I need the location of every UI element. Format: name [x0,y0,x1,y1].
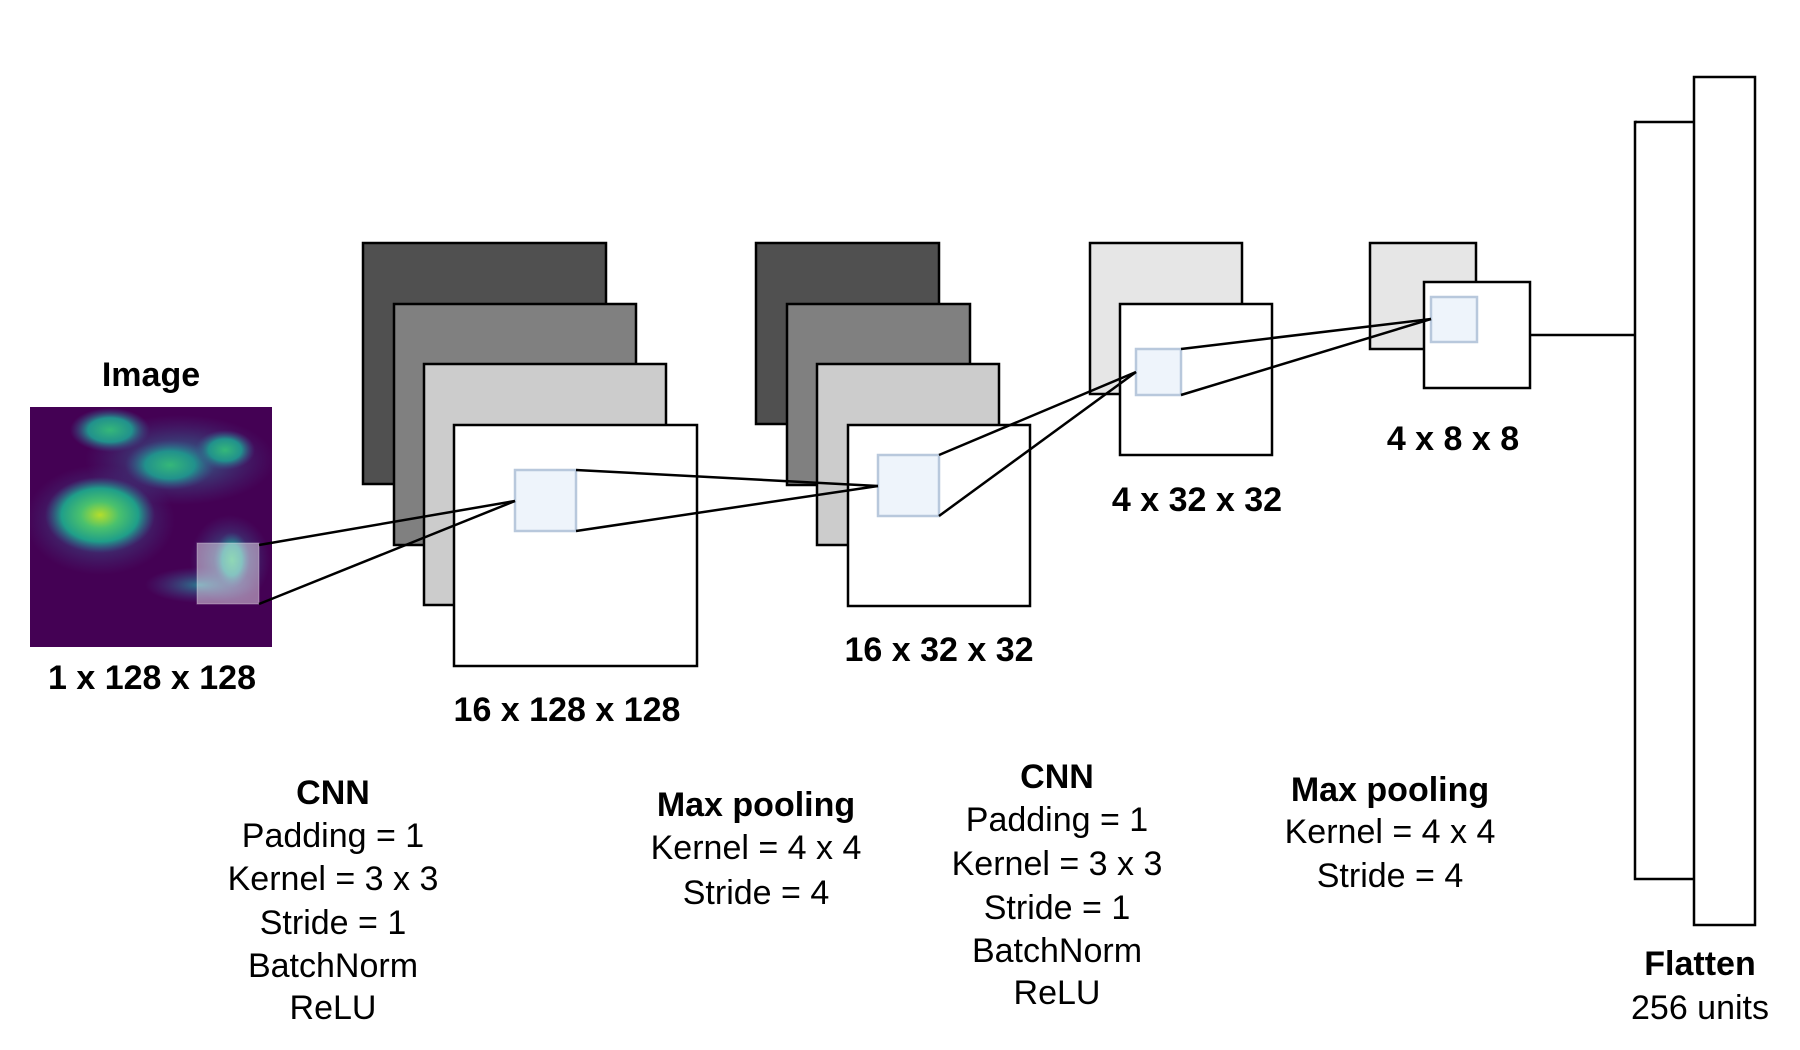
image-heatmap-blobs [30,408,272,605]
stage1-kernel-window [513,468,578,533]
image-title: Image [102,356,200,394]
op-cnn-2: CNN Padding = 1 Kernel = 3 x 3 Stride = … [952,758,1163,1012]
flatten-title: Flatten [1644,945,1755,983]
op-cnn-1: CNN Padding = 1 Kernel = 3 x 3 Stride = … [228,774,439,1027]
op-line: Kernel = 4 x 4 [651,829,862,867]
op-line: Stride = 1 [984,889,1130,927]
op-line: Padding = 1 [966,801,1148,839]
connector-lines [258,317,1635,606]
image-dims: 1 x 128 x 128 [48,659,256,697]
stage4-dims: 4 x 8 x 8 [1387,420,1519,458]
op-line: Stride = 4 [1317,857,1463,895]
op-line: BatchNorm [972,932,1142,970]
stage4-kernel-window [1429,295,1479,344]
flatten-units: 256 units [1631,989,1769,1027]
feature-map [452,423,699,668]
op-maxpool-1: Max pooling Kernel = 4 x 4 Stride = 4 [651,786,862,912]
op-line: Kernel = 4 x 4 [1285,813,1496,851]
connector-line [938,370,1137,518]
op-title: Max pooling [1291,771,1489,809]
connector-line [258,499,516,606]
stage3-dims: 4 x 32 x 32 [1112,481,1282,519]
flatten-back-bracket [1633,120,1694,881]
flatten-vector [1692,75,1757,927]
stage1-dims: 16 x 128 x 128 [454,691,681,729]
stage3-kernel-window [1134,347,1183,397]
input-image [30,407,272,647]
op-title: CNN [296,774,370,812]
op-line: Stride = 1 [260,904,406,942]
connector-line [258,499,516,547]
flatten-layer [1633,75,1757,927]
op-line: ReLU [290,989,377,1027]
connector-line [1180,317,1432,351]
stage1-feature-maps [361,241,699,668]
stage2-dims: 16 x 32 x 32 [844,631,1033,669]
op-maxpool-2: Max pooling Kernel = 4 x 4 Stride = 4 [1285,771,1496,895]
op-line: Padding = 1 [242,817,424,855]
op-title: CNN [1020,758,1094,796]
op-line: Kernel = 3 x 3 [952,845,1163,883]
connector-line [1180,317,1432,397]
input-receptive-field [196,542,260,605]
op-line: BatchNorm [248,947,418,985]
stage2-feature-maps [754,241,1032,608]
connector-line [938,370,1137,457]
stage2-kernel-window [876,453,941,518]
connector-line [575,468,879,488]
op-title: Max pooling [657,786,855,824]
op-line: ReLU [1014,974,1101,1012]
op-line: Stride = 4 [683,874,829,912]
stage4-feature-maps [1368,241,1532,390]
connector-line [575,484,879,533]
op-line: Kernel = 3 x 3 [228,860,439,898]
